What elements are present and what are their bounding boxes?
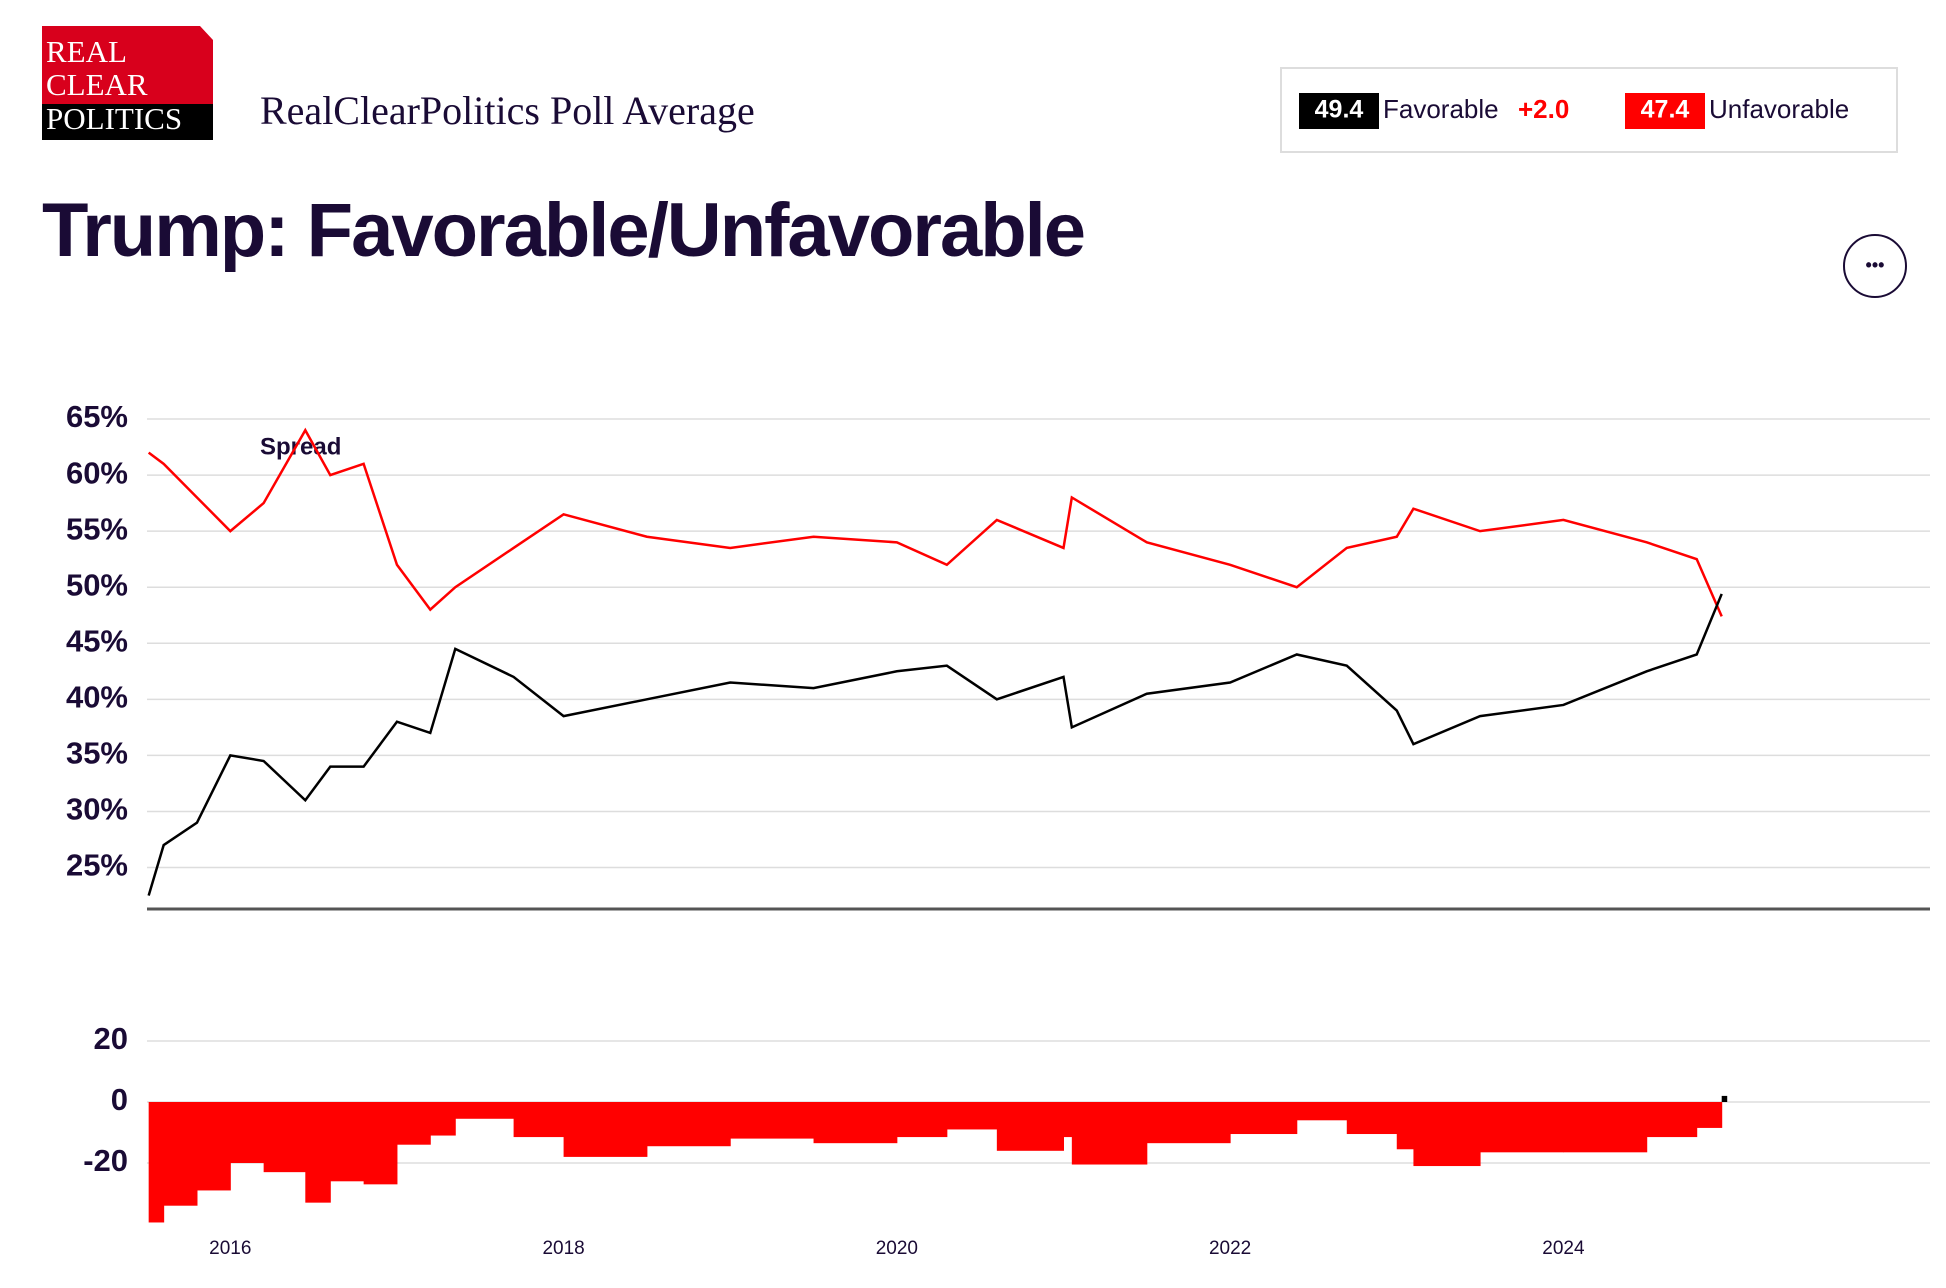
spread-bar [196, 1102, 231, 1191]
spread-bar [1396, 1102, 1414, 1150]
x-tick-label: 2022 [1209, 1238, 1251, 1259]
logo: REAL CLEAR POLITICS [42, 26, 213, 140]
spread-bar [646, 1102, 731, 1147]
spread-bar [946, 1102, 998, 1130]
spread-bar [896, 1102, 948, 1138]
spread-bar [1071, 1102, 1148, 1165]
chart-title: Trump: Favorable/Unfavorable [42, 188, 1084, 273]
logo-line: CLEAR [46, 67, 148, 102]
menu-icon[interactable]: ••• [1866, 255, 1885, 275]
spread-bar [1646, 1102, 1698, 1138]
menu-button[interactable]: ••• [1843, 234, 1907, 298]
logo-line: REAL [46, 34, 127, 69]
y-tick-label: -20 [83, 1143, 128, 1178]
spread-bar [430, 1102, 456, 1136]
spread-bar [513, 1102, 565, 1138]
spread-bar [1146, 1102, 1231, 1144]
y-tick-label: 35% [66, 736, 128, 771]
y-tick-label: 40% [66, 680, 128, 715]
spread-bar [163, 1102, 198, 1206]
summary-name: Unfavorable [1709, 94, 1849, 124]
spread-bar [148, 1102, 165, 1223]
y-tick-label: 60% [66, 455, 128, 490]
y-tick-label: 65% [66, 399, 128, 434]
x-tick-label: 2020 [876, 1238, 918, 1259]
spread-bar [1296, 1102, 1348, 1121]
y-tick-label: 55% [66, 511, 128, 546]
y-tick-label: 30% [66, 792, 128, 827]
spread-bar [1346, 1102, 1398, 1135]
x-tick-label: 2016 [209, 1238, 251, 1259]
spread-bar [305, 1102, 331, 1203]
summary-box [1280, 67, 1898, 153]
spread-bar [730, 1102, 815, 1139]
spread-bar [263, 1102, 306, 1173]
spread-bar [996, 1102, 1064, 1151]
summary-badge [1299, 93, 1379, 129]
summary-name: Favorable [1383, 94, 1499, 124]
spread-bar [230, 1102, 265, 1163]
x-tick-label: 2018 [542, 1238, 584, 1259]
y-tick-label: 50% [66, 567, 128, 602]
y-tick-label: 25% [66, 848, 128, 883]
y-tick-label: 20 [94, 1021, 128, 1056]
spread-bar [396, 1102, 431, 1145]
y-tick-label: 45% [66, 623, 128, 658]
line-series [147, 593, 1723, 896]
spread-bar [1230, 1102, 1298, 1135]
spread-bar [1696, 1102, 1723, 1128]
spread-bar [363, 1102, 398, 1185]
x-tick-label: 2024 [1542, 1238, 1585, 1259]
spread-bar [1563, 1102, 1648, 1153]
summary-change: +2.0 [1518, 94, 1569, 124]
spread-bar [1063, 1102, 1073, 1138]
spread-bar [455, 1102, 515, 1119]
spread-bar [1413, 1102, 1481, 1167]
subtitle: RealClearPolitics Poll Average [260, 88, 755, 133]
spread-bar [330, 1102, 365, 1182]
line-series [147, 427, 1723, 617]
spread-bar [1480, 1102, 1564, 1153]
summary-value: 47.4 [1641, 96, 1690, 124]
spread-bar [1721, 1095, 1728, 1102]
spread-bar [563, 1102, 648, 1157]
summary-badge [1625, 93, 1705, 129]
y-tick-label: 0 [111, 1082, 128, 1117]
spread-bar [813, 1102, 898, 1144]
logo-line: POLITICS [46, 101, 182, 136]
summary-value: 49.4 [1315, 96, 1364, 124]
